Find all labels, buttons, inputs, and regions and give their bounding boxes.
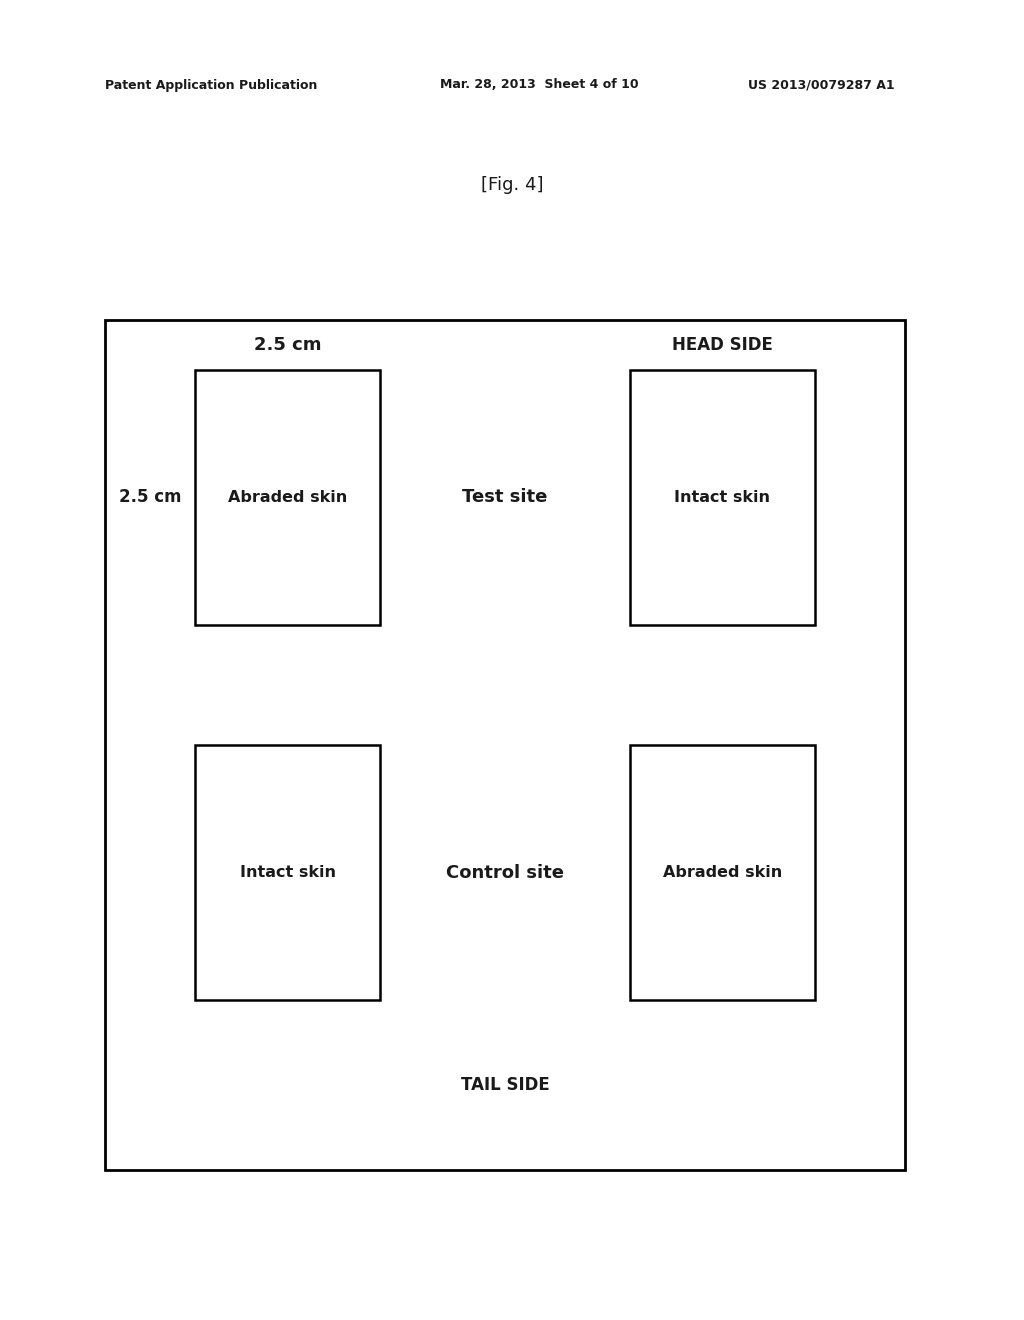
Bar [195,744,380,1001]
Text: 2.5 cm: 2.5 cm [254,337,322,354]
Text: HEAD SIDE: HEAD SIDE [672,337,773,354]
Text: Abraded skin: Abraded skin [663,865,782,880]
Bar [105,319,905,1170]
Text: Intact skin: Intact skin [240,865,336,880]
Text: 2.5 cm: 2.5 cm [119,488,181,507]
Bar [195,370,380,624]
Text: Test site: Test site [462,488,548,507]
Text: Control site: Control site [446,863,564,882]
Text: TAIL SIDE: TAIL SIDE [461,1076,549,1094]
Text: Intact skin: Intact skin [675,490,770,506]
Bar [630,370,815,624]
Text: Mar. 28, 2013  Sheet 4 of 10: Mar. 28, 2013 Sheet 4 of 10 [440,78,639,91]
Text: Abraded skin: Abraded skin [228,490,347,506]
Text: Patent Application Publication: Patent Application Publication [105,78,317,91]
Bar [630,744,815,1001]
Text: US 2013/0079287 A1: US 2013/0079287 A1 [748,78,894,91]
Text: [Fig. 4]: [Fig. 4] [480,176,544,194]
